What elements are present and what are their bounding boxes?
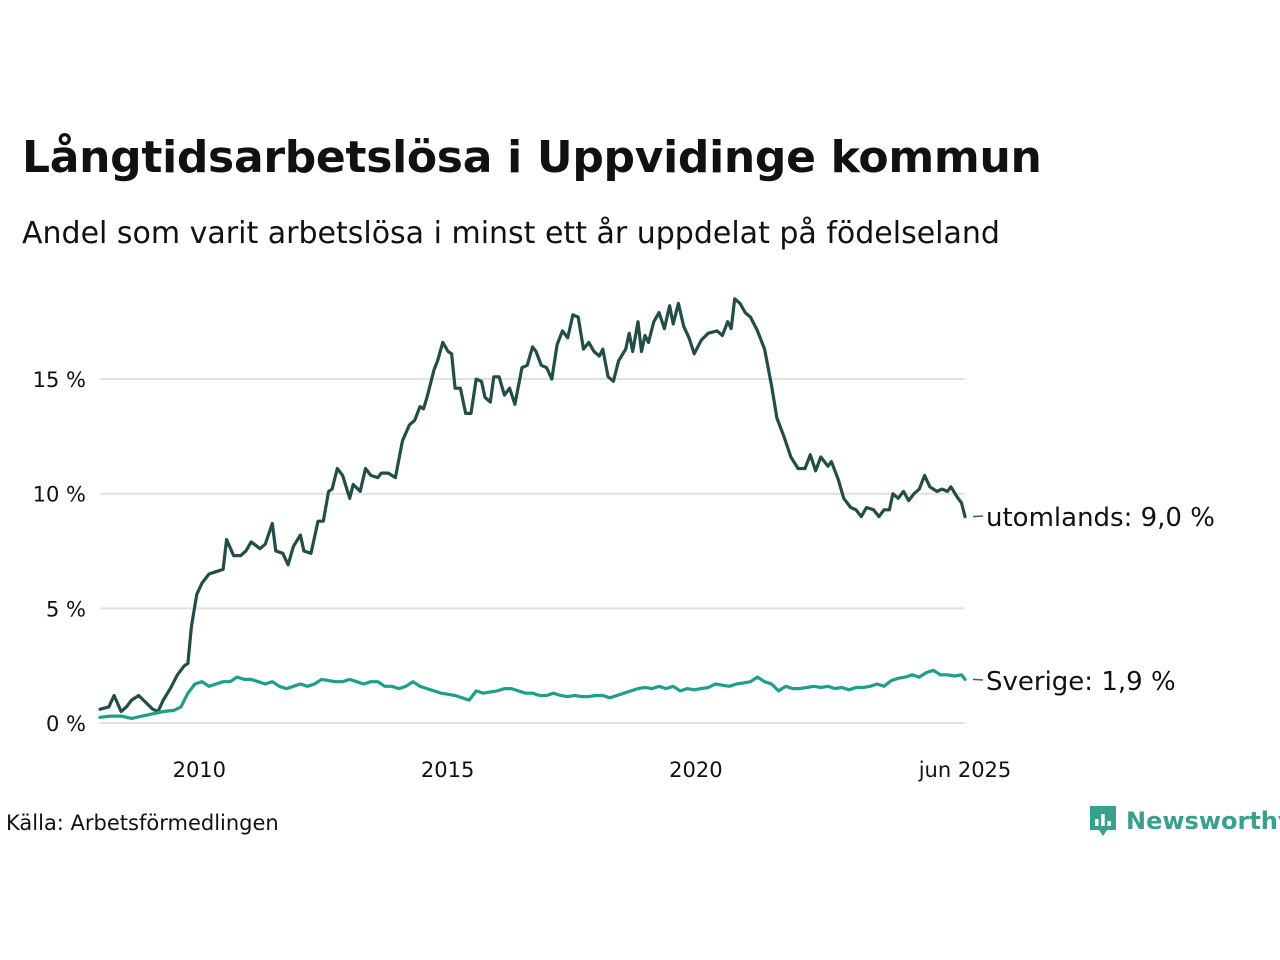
chart-subtitle: Andel som varit arbetslösa i minst ett å… xyxy=(22,216,1000,251)
x-tick-label: jun 2025 xyxy=(918,758,1012,782)
source-note: Källa: Arbetsförmedlingen xyxy=(6,811,279,835)
y-tick-label: 15 % xyxy=(33,368,86,392)
y-tick-label: 5 % xyxy=(46,597,86,621)
brand-name: Newsworthy xyxy=(1126,807,1280,835)
y-tick-label: 0 % xyxy=(46,712,86,736)
gridlines xyxy=(100,378,965,724)
y-tick-label: 10 % xyxy=(33,483,86,507)
series-line-utomlands xyxy=(98,297,967,714)
end-label-leader xyxy=(972,678,984,681)
series-end-label: utomlands: 9,0 % xyxy=(986,503,1215,533)
x-axis-ticks: 2010 2015 2020 jun 2025 xyxy=(173,758,1012,782)
series-end-label: Sverige: 1,9 % xyxy=(986,667,1176,697)
series-lines xyxy=(98,297,967,720)
x-tick-label: 2010 xyxy=(173,758,226,782)
y-axis-ticks: 0 % 5 % 10 % 15 % xyxy=(33,368,86,736)
series-line-sverige xyxy=(98,668,967,720)
x-tick-label: 2015 xyxy=(421,758,474,782)
x-tick-label: 2020 xyxy=(669,758,722,782)
brand-logo[interactable]: Newsworthy xyxy=(1088,804,1280,838)
series-end-labels: utomlands: 9,0 % Sverige: 1,9 % xyxy=(972,503,1215,697)
chart-title: Långtidsarbetslösa i Uppvidinge kommun xyxy=(22,132,1042,183)
newsworthy-logo-icon xyxy=(1090,806,1116,836)
end-label-leader xyxy=(972,515,984,518)
